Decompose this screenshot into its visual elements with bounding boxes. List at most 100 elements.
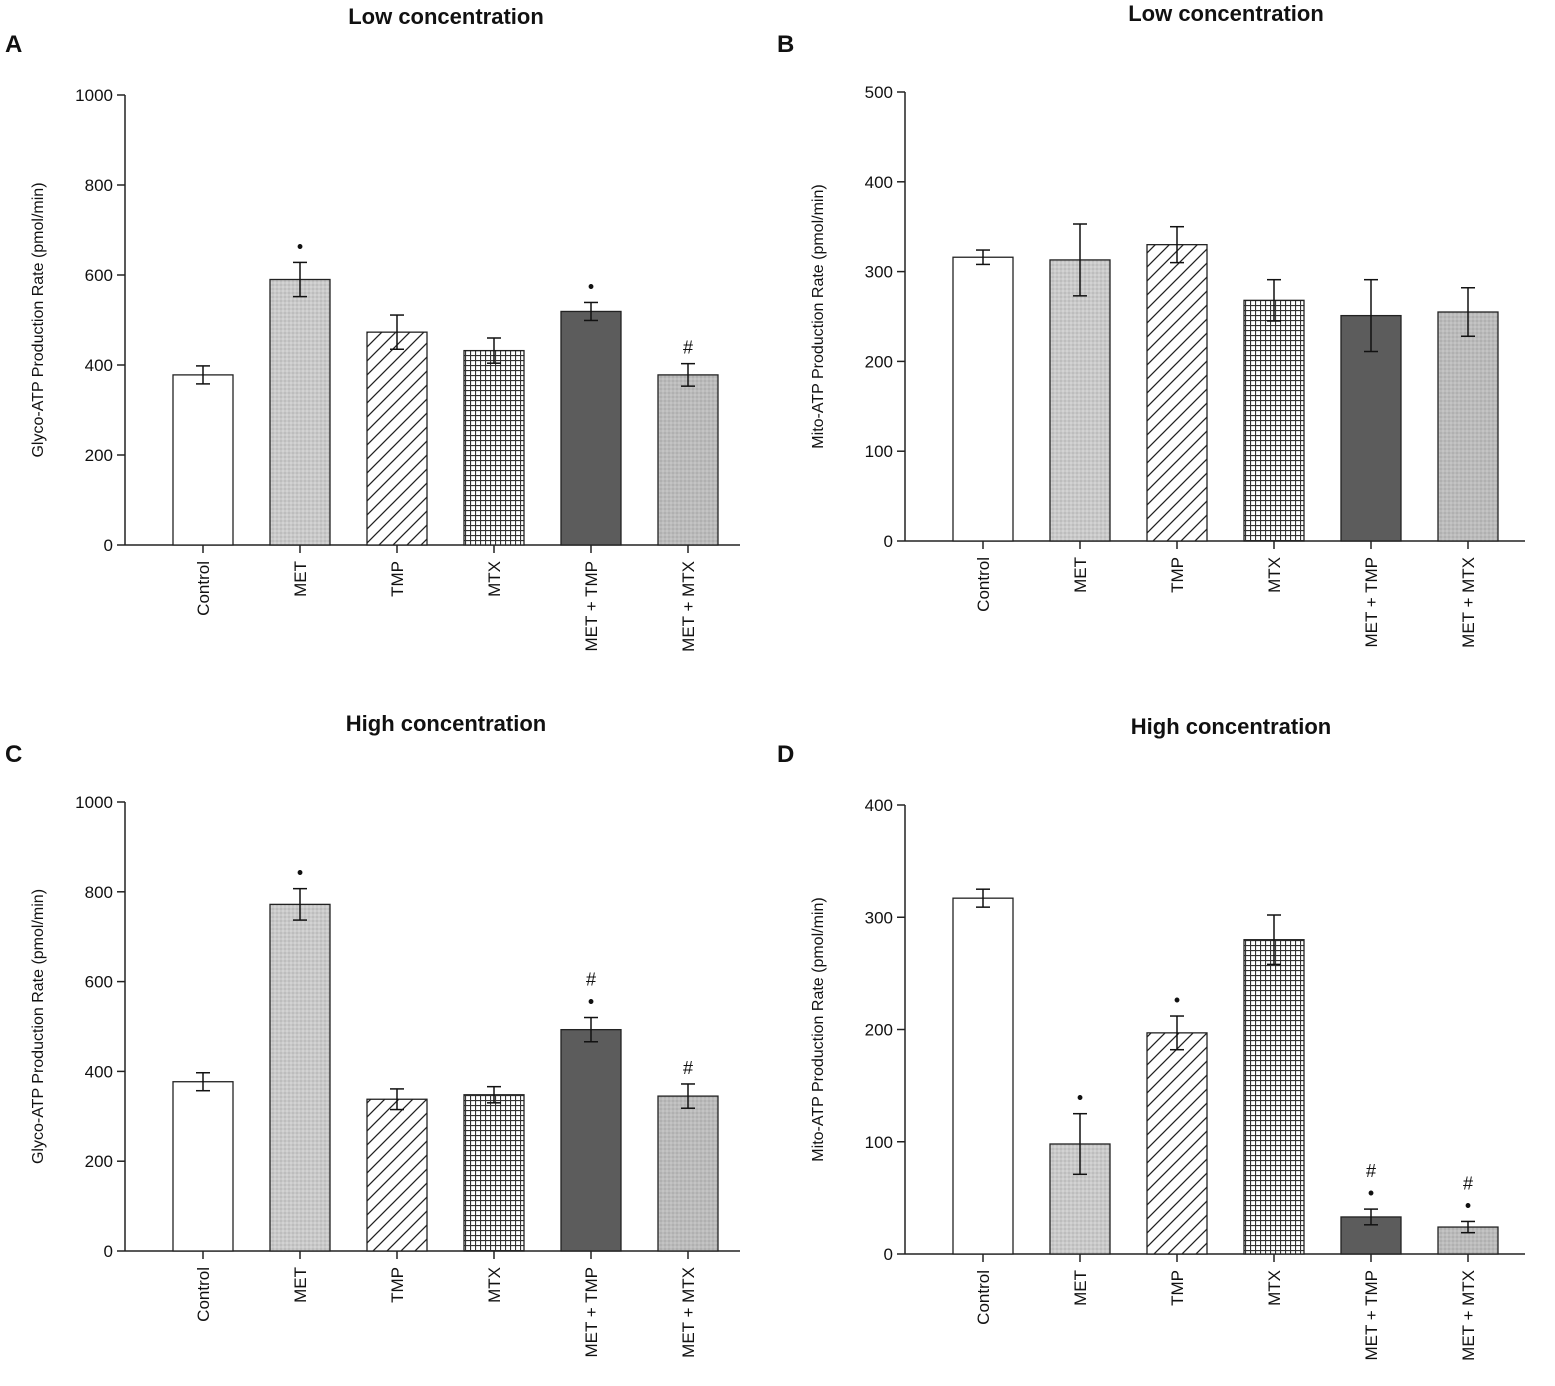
panel-d-significance-dot-met-mtx: •: [1465, 1195, 1471, 1215]
panel-c-plot: 0 200 400 600 800 1000 Glyco-ATP Production Ra…: [30, 793, 740, 1358]
panel-letter-b: B: [777, 31, 794, 58]
panel-a-y-tick-label: 800: [85, 176, 113, 195]
panel-b-bar-met: [1049, 259, 1111, 542]
panel-c: C High concentration 0 200 400 600 800 1000 Gl…: [5, 711, 740, 1358]
panel-d-significance-hash-met-tmp: #: [1366, 1161, 1376, 1181]
panel-b-y-tick-label: 400: [865, 173, 893, 192]
panel-a-category-label-tmp: TMP: [388, 561, 407, 597]
panel-d: D High concentration 0 100 200 300 400 Mito-A…: [777, 714, 1525, 1361]
panel-a-y-tick-label: 0: [104, 536, 113, 555]
panel-d-y-label: Mito-ATP Production Rate (pmol/min): [810, 897, 827, 1161]
panel-a-plot: 0 200 400 600 800 1000 Glyco-ATP Production Ra…: [30, 86, 740, 652]
panel-b-category-label-mtx: MTX: [1265, 557, 1284, 593]
panel-c-category-label-mtx: MTX: [485, 1267, 504, 1303]
panel-letter-c: C: [5, 741, 22, 768]
panel-c-y-tick-label: 200: [85, 1152, 113, 1171]
panel-c-category-label-met-tmp: MET + TMP: [582, 1267, 601, 1358]
panel-c-bar-control: [172, 1081, 234, 1252]
panel-d-y-tick-label: 100: [865, 1133, 893, 1152]
panel-c-category-label-tmp: TMP: [388, 1267, 407, 1303]
panel-c-significance-dot-met-tmp: •: [588, 992, 594, 1012]
panel-c-bar-mtx: [463, 1094, 525, 1252]
panel-a-bar-control: [172, 374, 234, 546]
panel-b-category-label-tmp: TMP: [1168, 557, 1187, 593]
panel-a-significance-dot-met-tmp: •: [588, 276, 594, 296]
panel-b-bar-met-mtx: [1437, 311, 1499, 542]
panel-c-y-tick-label: 400: [85, 1062, 113, 1081]
panel-letter-a: A: [5, 31, 22, 58]
panel-b-category-label-met: MET: [1071, 557, 1090, 593]
panel-b-y-tick-label: 200: [865, 352, 893, 371]
panel-a-category-label-met: MET: [291, 561, 310, 597]
panel-d-significance-hash-met-mtx: #: [1463, 1173, 1473, 1193]
panel-a-bar-mtx: [463, 349, 525, 546]
panel-d-bar-tmp: [1146, 1032, 1208, 1255]
panel-c-y-label: Glyco-ATP Production Rate (pmol/min): [30, 889, 47, 1164]
panel-a-y-label: Glyco-ATP Production Rate (pmol/min): [30, 182, 47, 457]
panel-b-plot: 0 100 200 300 400 500 Mito-ATP Production Rate…: [810, 83, 1525, 648]
panel-c-title: High concentration: [346, 711, 546, 736]
panel-b-y-label: Mito-ATP Production Rate (pmol/min): [810, 184, 827, 448]
panel-a-significance-dot-met: •: [297, 236, 303, 256]
panel-d-significance-dot-tmp: •: [1174, 990, 1180, 1010]
panel-a-category-label-met-mtx: MET + MTX: [679, 561, 698, 652]
panel-c-significance-hash-met-mtx: #: [683, 1058, 693, 1078]
panel-d-significance-dot-met: •: [1077, 1088, 1083, 1108]
panel-d-title: High concentration: [1131, 714, 1331, 739]
panel-b-y-tick-label: 0: [884, 532, 893, 551]
panel-c-significance-dot-met: •: [297, 863, 303, 883]
panel-d-category-label-met-tmp: MET + TMP: [1362, 1270, 1381, 1361]
panel-letter-d: D: [777, 741, 794, 768]
panel-d-y-tick-label: 200: [865, 1021, 893, 1040]
panel-c-category-label-control: Control: [194, 1267, 213, 1322]
panel-d-category-label-met: MET: [1071, 1270, 1090, 1306]
panel-c-significance-hash-met-tmp: #: [586, 970, 596, 990]
panel-a-y-tick-label: 600: [85, 266, 113, 285]
panel-b-y-tick-label: 500: [865, 83, 893, 102]
panel-d-y-tick-label: 0: [884, 1245, 893, 1264]
panel-d-plot: 0 100 200 300 400 Mito-ATP Production Rate (p…: [810, 796, 1525, 1361]
panel-c-y-tick-label: 1000: [75, 793, 113, 812]
panel-a-bar-met: [269, 278, 331, 546]
panel-d-category-label-tmp: TMP: [1168, 1270, 1187, 1306]
panel-d-significance-dot-met-tmp: •: [1368, 1183, 1374, 1203]
panel-d-bar-control: [952, 897, 1014, 1255]
panel-d-y-tick-label: 300: [865, 908, 893, 927]
panel-d-category-label-met-mtx: MET + MTX: [1459, 1270, 1478, 1361]
panel-a: A Low concentration 0 200 400 600 800 1000 Gly…: [5, 4, 740, 652]
panel-b: B Low concentration 0 100 200 300 400 500 Mito…: [777, 1, 1525, 648]
panel-c-y-tick-label: 600: [85, 973, 113, 992]
panel-c-category-label-met-mtx: MET + MTX: [679, 1267, 698, 1358]
panel-a-category-label-control: Control: [194, 561, 213, 616]
panel-a-y-tick-label: 1000: [75, 86, 113, 105]
panel-d-category-label-control: Control: [974, 1270, 993, 1325]
panel-c-category-label-met: MET: [291, 1267, 310, 1303]
panel-d-bar-mtx: [1243, 939, 1305, 1255]
panel-b-category-label-met-mtx: MET + MTX: [1459, 557, 1478, 648]
panel-a-title: Low concentration: [348, 4, 544, 29]
panel-b-bar-control: [952, 256, 1014, 542]
panel-b-bar-tmp: [1146, 244, 1208, 542]
panel-c-bar-met-mtx: [657, 1095, 719, 1252]
panel-a-bar-tmp: [366, 331, 428, 546]
panel-c-y-tick-label: 800: [85, 883, 113, 902]
panel-c-bar-met: [269, 903, 331, 1252]
panel-c-bar-met-tmp: [560, 1028, 622, 1252]
panel-a-y-tick-label: 400: [85, 356, 113, 375]
panel-b-category-label-met-tmp: MET + TMP: [1362, 557, 1381, 648]
panel-a-bar-met-mtx: [657, 374, 719, 546]
panel-a-significance-hash-met-mtx: #: [683, 338, 693, 358]
panel-b-category-label-control: Control: [974, 557, 993, 612]
panel-d-y-tick-label: 400: [865, 796, 893, 815]
panel-c-bar-tmp: [366, 1098, 428, 1252]
panel-d-category-label-mtx: MTX: [1265, 1270, 1284, 1306]
panel-a-y-tick-label: 200: [85, 446, 113, 465]
panel-a-category-label-mtx: MTX: [485, 561, 504, 597]
panel-b-y-tick-label: 300: [865, 263, 893, 282]
panel-b-y-tick-label: 100: [865, 442, 893, 461]
panel-b-bar-mtx: [1243, 299, 1305, 542]
panel-c-y-tick-label: 0: [104, 1242, 113, 1261]
panel-a-category-label-met-tmp: MET + TMP: [582, 561, 601, 652]
panel-b-title: Low concentration: [1128, 1, 1324, 26]
